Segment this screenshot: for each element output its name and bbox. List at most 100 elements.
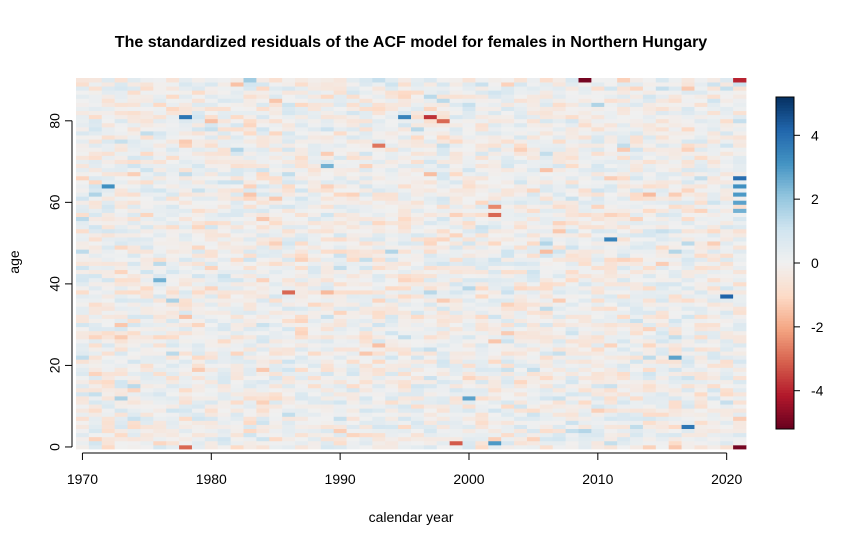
- heatmap-cell: [668, 334, 682, 340]
- heatmap-cell: [179, 204, 193, 209]
- heatmap-cell: [436, 338, 451, 344]
- heatmap-cell: [320, 314, 335, 319]
- colorbar-segment: [776, 417, 794, 422]
- heatmap-cell: [655, 290, 670, 295]
- heatmap-cell: [436, 151, 451, 156]
- heatmap-cell: [127, 188, 141, 193]
- heatmap-cell: [423, 375, 438, 381]
- heatmap-cell: [488, 432, 502, 438]
- heatmap-cell: [398, 383, 412, 389]
- heatmap-cell: [501, 192, 515, 197]
- heatmap-cell: [423, 179, 438, 185]
- y-axis-label: age: [6, 250, 22, 274]
- heatmap-cell: [88, 212, 103, 218]
- heatmap-cell: [733, 277, 747, 283]
- heatmap-cell: [630, 216, 644, 222]
- heatmap-cell: [655, 179, 670, 185]
- heatmap-cell: [269, 281, 283, 287]
- heatmap-cell: [578, 98, 592, 103]
- heatmap-cell: [694, 273, 708, 279]
- heatmap-cell: [449, 257, 463, 262]
- heatmap-cell: [76, 383, 90, 389]
- heatmap-cell: [166, 347, 180, 352]
- heatmap-cell: [514, 143, 528, 148]
- heatmap-cell: [179, 159, 193, 165]
- heatmap-cell: [398, 216, 412, 222]
- heatmap-cell: [642, 126, 657, 132]
- heatmap-cell: [411, 290, 425, 295]
- heatmap-cell: [127, 444, 141, 450]
- heatmap-cell: [88, 322, 103, 328]
- heatmap-cell: [604, 237, 618, 242]
- heatmap-cell: [230, 175, 244, 181]
- heatmap-cell: [411, 322, 425, 328]
- heatmap-cell: [501, 338, 515, 344]
- heatmap-cell: [694, 404, 708, 409]
- heatmap-cell: [127, 343, 141, 348]
- heatmap-cell: [307, 114, 322, 120]
- heatmap-cell: [295, 359, 309, 364]
- heatmap-cell: [539, 110, 554, 116]
- heatmap-cell: [269, 216, 283, 222]
- heatmap-cell: [552, 347, 567, 352]
- heatmap-cell: [307, 306, 322, 311]
- heatmap-cell: [630, 143, 644, 148]
- heatmap-cell: [591, 322, 605, 328]
- heatmap-cell: [514, 412, 528, 417]
- heatmap-cell: [88, 314, 103, 319]
- heatmap-cell: [411, 408, 425, 413]
- heatmap-cell: [114, 269, 128, 275]
- heatmap-cell: [694, 326, 708, 332]
- heatmap-cell: [127, 228, 141, 234]
- heatmap-cell: [307, 273, 322, 279]
- heatmap-cell: [501, 253, 515, 258]
- heatmap-cell: [191, 151, 206, 156]
- heatmap-cell: [501, 326, 515, 332]
- heatmap-cell: [101, 122, 116, 128]
- heatmap-cell: [101, 94, 116, 99]
- heatmap-cell: [307, 220, 322, 226]
- heatmap-cell: [720, 110, 734, 116]
- heatmap-cell: [282, 428, 296, 434]
- heatmap-cell: [114, 122, 128, 128]
- heatmap-cell: [655, 232, 670, 238]
- heatmap-cell: [346, 330, 360, 336]
- y-tick-label: 20: [47, 357, 63, 373]
- heatmap-cell: [127, 155, 141, 160]
- heatmap-cell: [243, 281, 257, 287]
- heatmap-cell: [114, 326, 128, 332]
- heatmap-cell: [668, 371, 682, 377]
- heatmap-cell: [617, 228, 631, 234]
- heatmap-cell: [398, 379, 412, 385]
- heatmap-cell: [217, 424, 232, 430]
- heatmap-cell: [359, 155, 373, 160]
- heatmap-cell: [153, 228, 167, 234]
- heatmap-cell: [320, 220, 335, 226]
- heatmap-cell: [140, 196, 154, 201]
- heatmap-cell: [411, 420, 425, 425]
- heatmap-cell: [359, 347, 373, 352]
- heatmap-cell: [539, 428, 554, 434]
- heatmap-cell: [114, 139, 128, 144]
- heatmap-cell: [539, 155, 554, 160]
- heatmap-cell: [372, 216, 386, 222]
- heatmap-cell: [372, 265, 386, 271]
- heatmap-cell: [475, 294, 489, 299]
- heatmap-cell: [243, 167, 257, 173]
- heatmap-cell: [449, 175, 463, 181]
- heatmap-cell: [449, 253, 463, 258]
- heatmap-cell: [191, 171, 206, 177]
- heatmap-cell: [578, 208, 592, 213]
- heatmap-cell: [320, 351, 335, 356]
- heatmap-cell: [449, 200, 463, 205]
- heatmap-cell: [604, 208, 618, 213]
- colorbar-segment: [776, 401, 794, 405]
- heatmap-cell: [307, 135, 322, 140]
- heatmap-cell: [694, 245, 708, 250]
- heatmap-cell: [436, 436, 451, 442]
- heatmap-cell: [681, 322, 695, 328]
- heatmap-cell: [630, 265, 644, 271]
- heatmap-cell: [462, 200, 476, 205]
- heatmap-cell: [333, 273, 347, 279]
- heatmap-cell: [346, 155, 360, 160]
